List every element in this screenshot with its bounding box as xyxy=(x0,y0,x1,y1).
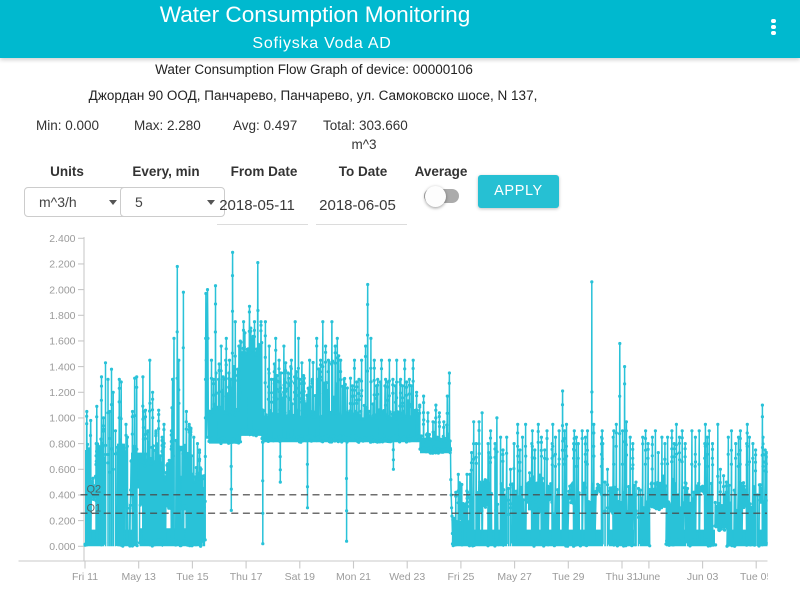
svg-text:1.600: 1.600 xyxy=(49,336,75,348)
svg-text:2.400: 2.400 xyxy=(49,233,75,245)
svg-text:Wed 23: Wed 23 xyxy=(389,571,425,583)
svg-text:Tue 05: Tue 05 xyxy=(740,571,772,583)
svg-text:0.000: 0.000 xyxy=(49,541,75,553)
svg-text:1.800: 1.800 xyxy=(49,310,75,322)
svg-text:May 13: May 13 xyxy=(121,571,156,583)
svg-text:Sat 19: Sat 19 xyxy=(285,571,316,583)
svg-text:Tue 29: Tue 29 xyxy=(552,571,584,583)
svg-text:0.800: 0.800 xyxy=(49,438,75,450)
svg-text:1.400: 1.400 xyxy=(49,361,75,373)
svg-text:Tue 15: Tue 15 xyxy=(176,571,208,583)
svg-text:2.000: 2.000 xyxy=(49,284,75,296)
svg-text:Thu 17: Thu 17 xyxy=(230,571,263,583)
svg-text:2.200: 2.200 xyxy=(49,259,75,271)
svg-text:0.200: 0.200 xyxy=(49,515,75,527)
svg-text:June: June xyxy=(638,571,661,583)
svg-text:Fri 11: Fri 11 xyxy=(72,571,98,583)
svg-text:Q1: Q1 xyxy=(87,503,102,515)
svg-text:1.000: 1.000 xyxy=(49,413,75,425)
svg-text:Mon 21: Mon 21 xyxy=(336,571,371,583)
svg-text:Q2: Q2 xyxy=(87,484,102,496)
svg-text:Fri 25: Fri 25 xyxy=(447,571,474,583)
svg-text:0.600: 0.600 xyxy=(49,464,75,476)
svg-text:Jun 03: Jun 03 xyxy=(687,571,719,583)
svg-text:Thu 31: Thu 31 xyxy=(606,571,639,583)
svg-text:1.200: 1.200 xyxy=(49,387,75,399)
svg-text:May 27: May 27 xyxy=(497,571,532,583)
svg-text:0.400: 0.400 xyxy=(49,490,75,502)
